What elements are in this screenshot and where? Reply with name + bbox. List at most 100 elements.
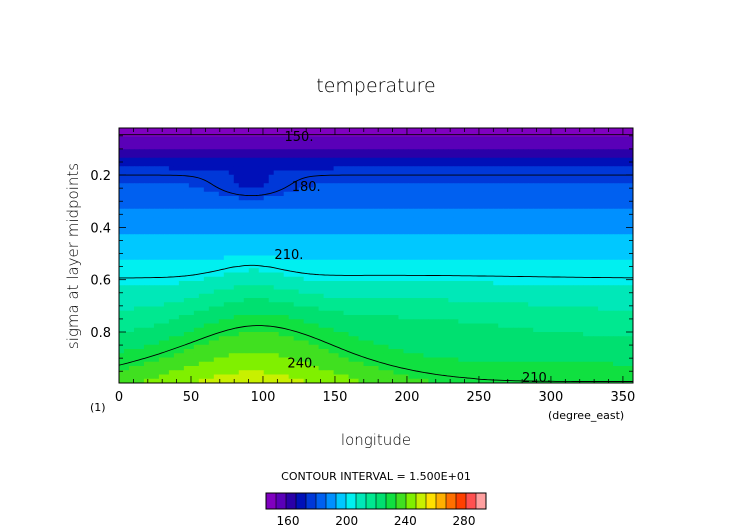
contour-cell <box>428 259 434 265</box>
contour-cell <box>313 157 320 163</box>
contour-cell <box>188 217 195 223</box>
contour-cell <box>188 285 195 291</box>
contour-cell <box>593 196 599 201</box>
contour-cell <box>488 310 494 316</box>
contour-cell <box>568 196 574 201</box>
contour-cell <box>493 145 499 150</box>
contour-cell <box>178 128 185 133</box>
contour-cell <box>148 140 155 146</box>
contour-cell <box>473 230 479 235</box>
contour-cell <box>613 323 619 329</box>
contour-cell <box>313 293 320 299</box>
contour-cell <box>413 259 420 265</box>
contour-cell <box>573 187 579 193</box>
contour-cell <box>243 315 250 320</box>
contour-cell <box>488 200 494 206</box>
contour-cell <box>598 200 604 206</box>
contour-cell <box>273 255 280 261</box>
contour-cell <box>183 298 190 303</box>
contour-cell <box>423 255 429 261</box>
contour-cell <box>119 221 125 227</box>
contour-cell <box>503 170 509 176</box>
contour-cell <box>358 234 365 240</box>
contour-cell <box>168 285 175 291</box>
contour-cell <box>308 225 315 231</box>
contour-cell <box>363 136 370 142</box>
contour-cell <box>328 319 335 325</box>
contour-cell <box>583 183 589 189</box>
contour-cell <box>298 162 305 167</box>
contour-cell <box>413 153 420 159</box>
contour-cell <box>408 298 415 303</box>
contour-cell <box>228 285 235 291</box>
contour-cell <box>283 281 290 286</box>
contour-cell <box>143 276 150 282</box>
contour-cell <box>383 327 390 333</box>
contour-cell <box>348 213 355 218</box>
contour-cell <box>188 332 195 337</box>
contour-cell <box>188 166 195 172</box>
contour-cell <box>228 306 235 312</box>
contour-cell <box>363 183 370 189</box>
contour-cell <box>523 128 529 133</box>
contour-cell <box>598 281 604 286</box>
contour-cell <box>453 281 459 286</box>
contour-cell <box>238 302 245 308</box>
contour-cell <box>373 187 380 193</box>
contour-cell <box>448 276 454 282</box>
contour-cell <box>413 187 420 193</box>
contour-cell <box>618 247 624 252</box>
contour-cell <box>133 293 140 299</box>
contour-cell <box>223 183 230 189</box>
contour-cell <box>493 276 499 282</box>
contour-cell <box>119 268 125 274</box>
contour-cell <box>133 208 140 214</box>
contour-cell <box>333 259 340 265</box>
contour-cell <box>528 276 534 282</box>
contour-cell <box>213 242 220 248</box>
contour-cell <box>143 200 150 206</box>
contour-cell <box>158 298 165 303</box>
contour-cell <box>538 208 544 214</box>
contour-cell <box>368 293 375 299</box>
contour-cell <box>188 230 195 235</box>
contour-cell <box>568 234 574 240</box>
contour-cell <box>403 230 410 235</box>
contour-cell <box>348 157 355 163</box>
contour-cell <box>363 298 370 303</box>
contour-cell <box>193 259 200 265</box>
contour-cell <box>503 196 509 201</box>
contour-cell <box>178 230 185 235</box>
contour-cell <box>188 289 195 295</box>
contour-cell <box>473 255 479 261</box>
contour-cell <box>198 319 205 325</box>
contour-cell <box>278 183 285 189</box>
contour-cell <box>253 170 260 176</box>
contour-cell <box>598 225 604 231</box>
contour-cell <box>523 225 529 231</box>
contour-cell <box>503 306 509 312</box>
contour-cell <box>453 302 459 308</box>
contour-cell <box>438 302 444 308</box>
contour-cell <box>523 251 529 257</box>
contour-cell <box>548 157 554 163</box>
contour-cell <box>423 170 429 176</box>
contour-cell <box>613 255 619 261</box>
contour-cell <box>163 255 170 261</box>
contour-cell <box>203 145 210 150</box>
contour-cell <box>578 217 584 223</box>
contour-cell <box>533 306 539 312</box>
contour-cell <box>428 149 434 155</box>
contour-cell <box>268 302 275 308</box>
contour-cell <box>208 225 215 231</box>
contour-cell <box>488 140 494 146</box>
contour-cell <box>383 187 390 193</box>
contour-cell <box>478 136 484 142</box>
contour-cell <box>293 323 300 329</box>
contour-cell <box>543 298 549 303</box>
contour-cell <box>158 234 165 240</box>
contour-cell <box>408 276 415 282</box>
contour-cell <box>368 242 375 248</box>
contour-cell <box>218 196 225 201</box>
contour-cell <box>378 174 385 180</box>
